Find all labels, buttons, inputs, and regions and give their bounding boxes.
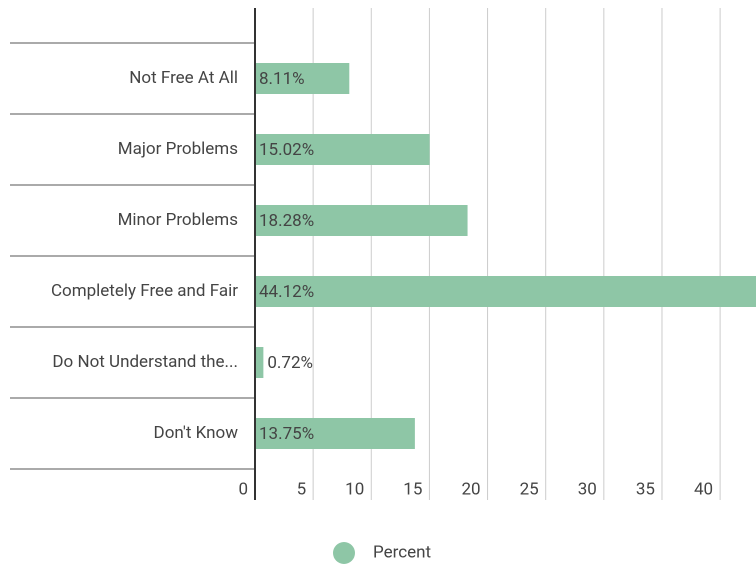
x-tick-label: 10 <box>345 479 364 499</box>
legend-swatch <box>333 542 355 564</box>
category-label: Do Not Understand the... <box>52 352 238 372</box>
category-label: Minor Problems <box>118 210 238 230</box>
bar <box>255 347 264 378</box>
value-label: 15.02% <box>259 140 314 160</box>
bar <box>255 418 415 449</box>
x-tick-label: 40 <box>694 479 713 499</box>
x-tick-label: 15 <box>403 479 422 499</box>
category-label: Major Problems <box>118 139 238 159</box>
value-label: 18.28% <box>259 211 314 231</box>
value-label: 44.12% <box>259 282 314 302</box>
value-label: 13.75% <box>259 424 314 444</box>
bar <box>255 134 430 165</box>
x-tick-label: 5 <box>297 479 307 499</box>
category-label: Not Free At All <box>129 68 238 88</box>
x-tick-label: 30 <box>578 479 597 499</box>
x-tick-label: 35 <box>636 479 655 499</box>
bar <box>255 63 350 94</box>
category-label: Don't Know <box>154 423 239 443</box>
legend-label: Percent <box>373 542 431 562</box>
x-tick-label: 0 <box>238 479 248 499</box>
x-tick-label: 25 <box>520 479 539 499</box>
bar <box>255 276 756 307</box>
bar <box>255 205 468 236</box>
value-label: 8.11% <box>259 69 305 89</box>
category-label: Completely Free and Fair <box>51 281 238 301</box>
x-tick-label: 20 <box>461 479 480 499</box>
value-label: 0.72% <box>267 353 313 373</box>
